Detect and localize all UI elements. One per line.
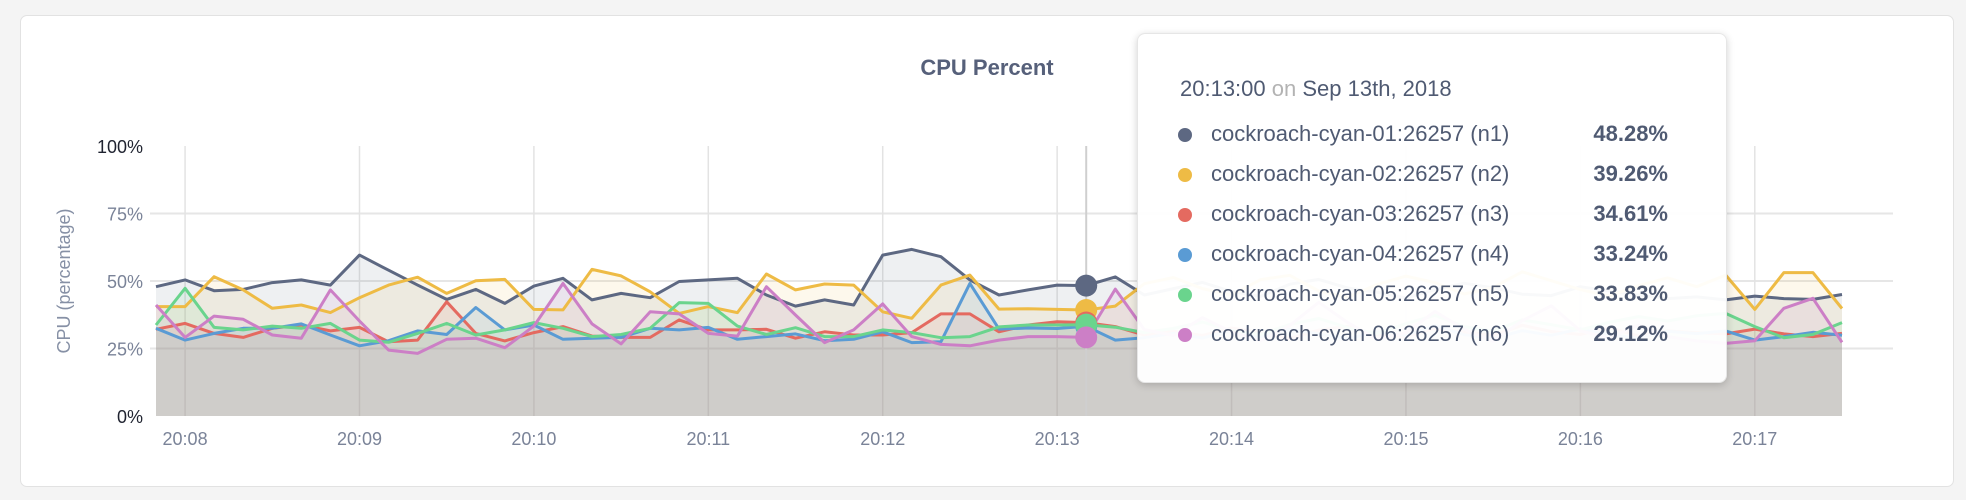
tooltip-series-value: 29.12%: [1593, 321, 1668, 346]
chart-title: CPU Percent: [920, 55, 1054, 80]
tooltip-series-value: 48.28%: [1593, 121, 1668, 146]
tooltip-on: on: [1271, 76, 1297, 101]
tooltip-series-value: 34.61%: [1593, 201, 1668, 226]
tooltip-date: Sep 13th, 2018: [1302, 76, 1452, 101]
series-dot-icon: [1178, 248, 1192, 262]
tooltip-series-label: cockroach-cyan-03:26257 (n3): [1211, 201, 1510, 226]
series-dot-icon: [1178, 208, 1192, 222]
y-tick-label: 0%: [117, 407, 143, 427]
series-dot-icon: [1178, 328, 1192, 342]
hover-point-1: [1075, 274, 1098, 297]
y-tick-label: 100%: [97, 137, 143, 157]
series-dot-icon: [1178, 168, 1192, 182]
tooltip-series-value: 39.26%: [1593, 161, 1668, 186]
x-tick-label: 20:15: [1383, 429, 1428, 449]
series-dot-icon: [1178, 128, 1192, 142]
tooltip-series-label: cockroach-cyan-06:26257 (n6): [1211, 321, 1510, 346]
x-tick-label: 20:12: [860, 429, 905, 449]
x-tick-label: 20:13: [1035, 429, 1080, 449]
x-axis-ticks: 20:08 20:09 20:10 20:11 20:12 20:13 20:14 20:15…: [163, 429, 1778, 449]
tooltip-time: 20:13:00: [1180, 76, 1266, 101]
hover-indicator: [1075, 146, 1098, 416]
x-tick-label: 20:09: [337, 429, 382, 449]
tooltip-series-label: cockroach-cyan-01:26257 (n1): [1211, 121, 1510, 146]
tooltip-series-value: 33.24%: [1593, 241, 1668, 266]
tooltip: 20:13:00 on Sep 13th, 2018 cockroach-cya…: [1137, 33, 1727, 383]
x-tick-label: 20:08: [163, 429, 208, 449]
tooltip-header: 20:13:00 on Sep 13th, 2018: [1180, 76, 1452, 102]
x-tick-label: 20:17: [1732, 429, 1777, 449]
tooltip-series-label: cockroach-cyan-04:26257 (n4): [1211, 241, 1510, 266]
x-tick-label: 20:11: [686, 429, 730, 449]
tooltip-row: cockroach-cyan-06:26257 (n6) 29.12%: [1178, 319, 1678, 349]
tooltip-series-label: cockroach-cyan-02:26257 (n2): [1211, 161, 1510, 186]
tooltip-series-label: cockroach-cyan-05:26257 (n5): [1211, 281, 1510, 306]
tooltip-row: cockroach-cyan-05:26257 (n5) 33.83%: [1178, 279, 1678, 309]
tooltip-row: cockroach-cyan-03:26257 (n3) 34.61%: [1178, 199, 1678, 229]
tooltip-series-value: 33.83%: [1593, 281, 1668, 306]
y-axis-ticks: 0% 25% 50% 75% 100%: [97, 137, 143, 427]
series-area-3: [156, 301, 1842, 416]
hover-point-6: [1075, 326, 1098, 349]
y-tick-label: 50%: [107, 272, 143, 292]
tooltip-row: cockroach-cyan-04:26257 (n4) 33.24%: [1178, 239, 1678, 269]
y-tick-label: 25%: [107, 340, 143, 360]
series-dot-icon: [1178, 288, 1192, 302]
tooltip-row: cockroach-cyan-01:26257 (n1) 48.28%: [1178, 119, 1678, 149]
x-tick-label: 20:16: [1558, 429, 1603, 449]
x-tick-label: 20:10: [511, 429, 556, 449]
x-tick-label: 20:14: [1209, 429, 1254, 449]
y-tick-label: 75%: [107, 205, 143, 225]
tooltip-row: cockroach-cyan-02:26257 (n2) 39.26%: [1178, 159, 1678, 189]
y-axis-title: CPU (percentage): [54, 208, 74, 353]
